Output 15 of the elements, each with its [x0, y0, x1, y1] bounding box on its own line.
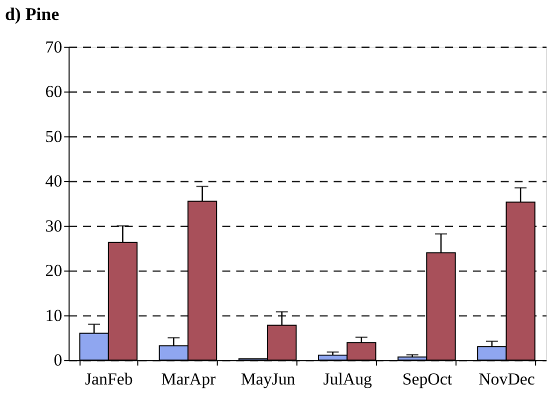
y-tick-label: 10	[45, 306, 62, 325]
y-tick-label: 70	[45, 37, 62, 56]
y-tick-label: 20	[45, 261, 62, 280]
y-tick-label: 40	[45, 172, 62, 191]
x-tick-label: JulAug	[323, 369, 373, 388]
y-tick-label: 30	[45, 216, 62, 236]
chart-title: d) Pine	[4, 4, 60, 24]
x-tick-label: JanFeb	[84, 369, 133, 388]
y-tick-label: 50	[45, 126, 62, 146]
y-tick-label: 60	[45, 82, 62, 102]
x-tick-label: MarApr	[161, 369, 216, 388]
y-tick-label: 0	[54, 350, 62, 370]
x-tick-label: NovDec	[478, 369, 535, 388]
x-tick-label: SepOct	[402, 369, 452, 388]
x-tick-label: MayJun	[240, 369, 296, 388]
